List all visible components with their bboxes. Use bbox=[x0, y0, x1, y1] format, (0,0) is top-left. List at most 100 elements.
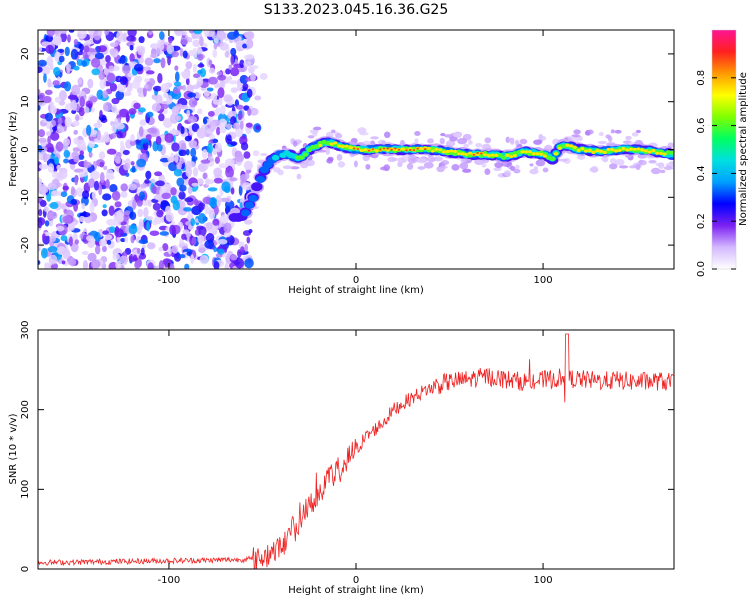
noise-blob bbox=[131, 165, 136, 173]
noise-blob bbox=[44, 220, 50, 227]
noise-blob bbox=[192, 47, 198, 59]
noise-blob bbox=[519, 138, 528, 145]
noise-blob bbox=[168, 36, 173, 44]
ridge-mark bbox=[363, 148, 368, 152]
noise-blob bbox=[481, 162, 487, 168]
noise-blob bbox=[208, 120, 217, 132]
noise-blob bbox=[174, 65, 179, 71]
noise-blob bbox=[217, 87, 225, 99]
noise-blob bbox=[54, 30, 62, 36]
noise-blob bbox=[208, 197, 218, 208]
noise-blob bbox=[391, 157, 399, 162]
noise-blob bbox=[38, 260, 41, 265]
noise-blob bbox=[244, 219, 253, 225]
noise-blob bbox=[98, 71, 105, 80]
ridge-mark bbox=[423, 148, 427, 151]
noise-blob bbox=[327, 156, 334, 162]
ridge-mark bbox=[497, 153, 503, 158]
noise-blob bbox=[138, 107, 146, 113]
noise-blob bbox=[190, 218, 196, 227]
noise-blob bbox=[203, 90, 210, 97]
noise-blob bbox=[214, 156, 220, 164]
noise-blob bbox=[180, 38, 188, 46]
noise-blob bbox=[45, 131, 52, 137]
noise-blob bbox=[254, 95, 262, 101]
noise-blob bbox=[172, 200, 180, 211]
ridge-mark bbox=[329, 142, 334, 146]
noise-blob bbox=[427, 155, 436, 163]
noise-blob bbox=[380, 166, 388, 171]
spectrogram-xtick-label: -100 bbox=[158, 275, 181, 286]
noise-blob bbox=[99, 238, 107, 247]
noise-blob bbox=[117, 82, 127, 93]
noise-blob bbox=[42, 233, 46, 241]
noise-blob bbox=[190, 147, 197, 158]
noise-blob bbox=[659, 169, 666, 174]
ridge-mark bbox=[468, 151, 473, 155]
ridge-mark bbox=[494, 153, 499, 157]
noise-blob bbox=[213, 167, 223, 178]
noise-blob bbox=[68, 30, 75, 33]
noise-blob bbox=[204, 239, 215, 249]
noise-blob bbox=[463, 143, 470, 148]
noise-blob bbox=[192, 39, 201, 48]
ridge-mark bbox=[400, 147, 405, 151]
noise-blob bbox=[151, 185, 157, 195]
noise-blob bbox=[158, 246, 164, 252]
noise-blob bbox=[605, 134, 611, 139]
snr-ytick-label: 300 bbox=[20, 320, 31, 339]
noise-blob bbox=[249, 65, 259, 70]
noise-blob bbox=[136, 158, 147, 168]
noise-blob bbox=[234, 153, 245, 163]
noise-blob bbox=[197, 53, 204, 61]
noise-blob bbox=[618, 165, 629, 169]
noise-blob bbox=[82, 190, 90, 200]
noise-blob bbox=[249, 107, 259, 116]
noise-blob bbox=[62, 185, 70, 191]
noise-blob bbox=[573, 136, 580, 143]
ridge-mark bbox=[445, 149, 450, 153]
noise-blob bbox=[44, 89, 53, 95]
noise-blob bbox=[255, 125, 261, 131]
noise-blob bbox=[111, 190, 121, 201]
noise-blob bbox=[542, 167, 549, 173]
noise-blob bbox=[179, 184, 187, 192]
noise-blob bbox=[44, 262, 52, 267]
noise-blob bbox=[224, 199, 235, 210]
noise-blob bbox=[50, 105, 57, 115]
colorbar-ticks: 0.0 0.2 0.4 0.6 0.8 bbox=[696, 70, 736, 277]
noise-blob bbox=[217, 238, 228, 245]
noise-blob bbox=[88, 151, 93, 158]
noise-blob bbox=[219, 105, 226, 115]
noise-blob bbox=[207, 110, 215, 117]
noise-blob bbox=[105, 169, 114, 180]
noise-blob bbox=[282, 165, 293, 170]
noise-blob bbox=[98, 184, 103, 196]
noise-blob bbox=[60, 235, 68, 242]
noise-blob bbox=[185, 221, 192, 226]
noise-blob bbox=[225, 167, 234, 179]
ridge-mark bbox=[531, 152, 536, 156]
ridge-mark bbox=[535, 152, 540, 156]
noise-blob bbox=[163, 92, 169, 99]
noise-blob bbox=[296, 173, 302, 180]
noise-blob bbox=[248, 229, 253, 234]
ridge-mark bbox=[625, 148, 630, 152]
noise-blob bbox=[73, 155, 80, 163]
noise-blob bbox=[38, 46, 43, 52]
ridge-mark bbox=[587, 149, 592, 153]
noise-blob bbox=[185, 149, 190, 156]
noise-blob bbox=[110, 132, 117, 139]
noise-blob bbox=[171, 50, 179, 58]
noise-blob bbox=[101, 245, 107, 253]
noise-blob bbox=[138, 36, 145, 44]
ridge-mark bbox=[405, 149, 408, 152]
noise-blob bbox=[151, 102, 162, 112]
noise-blob bbox=[145, 215, 154, 221]
noise-blob bbox=[462, 168, 472, 173]
colorbar-tick-label: 0.0 bbox=[696, 261, 707, 277]
noise-blob bbox=[108, 65, 115, 72]
noise-blob bbox=[216, 126, 221, 136]
ridge-mark bbox=[352, 147, 356, 150]
noise-blob bbox=[46, 55, 54, 67]
